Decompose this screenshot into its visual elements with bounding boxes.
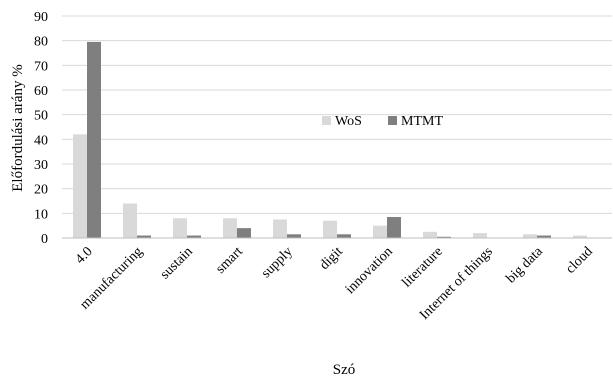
bar-mtmt-2	[137, 235, 151, 238]
y-tick-label: 40	[34, 133, 48, 148]
y-tick-label: 30	[34, 158, 48, 173]
bar-wos-11	[573, 235, 587, 238]
x-tick-label: cloud	[563, 244, 596, 277]
x-tick-label: smart	[213, 244, 246, 277]
y-axis-title: Előfordulási arány %	[10, 64, 26, 191]
x-tick-label: big data	[504, 244, 547, 287]
y-tick-label: 60	[34, 84, 48, 99]
bar-wos-9	[473, 233, 487, 238]
bar-wos-8	[423, 231, 437, 238]
bar-mtmt-10	[537, 235, 551, 238]
bar-mtmt-6	[337, 234, 351, 238]
bar-wos-1	[73, 134, 87, 238]
bar-wos-10	[523, 234, 537, 238]
x-tick-label: innovation	[343, 244, 396, 297]
bar-mtmt-3	[187, 235, 201, 238]
bar-mtmt-7	[387, 217, 401, 238]
x-tick-label: literature	[399, 244, 445, 290]
y-tick-label: 50	[34, 109, 48, 124]
x-axis-title: Szó	[333, 362, 356, 378]
bar-wos-5	[273, 219, 287, 238]
bar-mtmt-5	[287, 234, 301, 238]
bar-wos-2	[123, 203, 137, 238]
y-tick-label: 10	[34, 207, 48, 222]
bar-mtmt-4	[237, 228, 251, 238]
legend-swatch-mtmt	[388, 116, 397, 125]
x-tick-label: sustain	[158, 244, 196, 282]
y-tick-label: 90	[34, 10, 48, 25]
bar-mtmt-8	[437, 236, 451, 238]
bar-wos-6	[323, 220, 337, 238]
legend-label-mtmt: MTMT	[401, 114, 443, 129]
y-tick-label: 70	[34, 59, 48, 74]
bar-wos-3	[173, 218, 187, 238]
legend-swatch-wos	[322, 116, 331, 125]
bar-wos-7	[373, 225, 387, 238]
bar-wos-4	[223, 218, 237, 238]
gridlines	[62, 15, 612, 214]
bar-mtmt-1	[87, 41, 101, 239]
x-tick-label: digit	[317, 244, 346, 273]
y-tick-label: 80	[34, 35, 48, 50]
legend-label-wos: WoS	[335, 114, 362, 129]
y-tick-label: 20	[34, 183, 48, 198]
y-tick-labels: 0 10 20 30 40 50 60 70 80 90	[34, 10, 48, 247]
x-tick-label: 4.0	[73, 244, 96, 267]
x-tick-label: supply	[259, 244, 296, 281]
y-tick-label: 0	[41, 232, 48, 247]
bars	[73, 41, 587, 239]
legend: WoS MTMT	[322, 114, 443, 129]
